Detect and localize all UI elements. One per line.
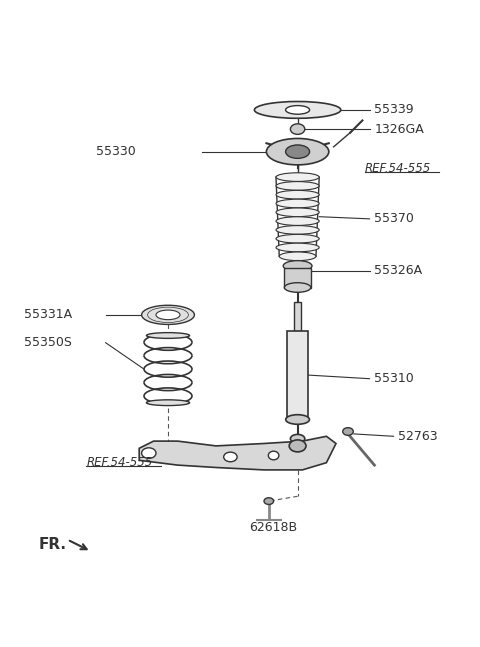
- Ellipse shape: [146, 400, 190, 406]
- Ellipse shape: [224, 452, 237, 462]
- Bar: [284, 269, 311, 287]
- Text: 55339: 55339: [374, 104, 414, 116]
- Ellipse shape: [146, 333, 190, 338]
- Text: 1326GA: 1326GA: [374, 122, 424, 136]
- Ellipse shape: [276, 234, 319, 243]
- Polygon shape: [139, 436, 336, 470]
- Ellipse shape: [286, 415, 310, 424]
- Ellipse shape: [276, 226, 319, 234]
- Text: FR.: FR.: [38, 537, 66, 552]
- Text: 55350S: 55350S: [24, 336, 72, 349]
- Ellipse shape: [276, 217, 319, 225]
- Ellipse shape: [290, 124, 305, 135]
- Ellipse shape: [142, 448, 156, 458]
- Text: 55370: 55370: [374, 212, 414, 225]
- Ellipse shape: [276, 182, 319, 190]
- Text: 52763: 52763: [398, 430, 438, 443]
- Bar: [287, 331, 309, 419]
- Ellipse shape: [254, 102, 341, 118]
- Ellipse shape: [283, 261, 312, 271]
- Ellipse shape: [343, 428, 353, 435]
- Ellipse shape: [279, 252, 316, 261]
- Ellipse shape: [276, 190, 319, 199]
- Ellipse shape: [266, 138, 329, 165]
- Ellipse shape: [290, 434, 305, 443]
- Ellipse shape: [284, 283, 311, 292]
- Ellipse shape: [276, 208, 319, 217]
- Text: REF.54-555: REF.54-555: [86, 456, 153, 469]
- Ellipse shape: [264, 498, 274, 505]
- Text: 55330: 55330: [96, 145, 136, 158]
- Ellipse shape: [289, 440, 306, 452]
- Text: 55310: 55310: [374, 372, 414, 385]
- Ellipse shape: [276, 199, 319, 208]
- Ellipse shape: [286, 145, 310, 159]
- Ellipse shape: [276, 173, 319, 181]
- Ellipse shape: [286, 105, 310, 115]
- Ellipse shape: [276, 243, 319, 252]
- Text: 55331A: 55331A: [24, 309, 72, 322]
- Ellipse shape: [156, 310, 180, 320]
- Ellipse shape: [142, 305, 194, 324]
- Text: 62618B: 62618B: [250, 521, 298, 534]
- Ellipse shape: [268, 451, 279, 460]
- Text: REF.54-555: REF.54-555: [365, 162, 431, 175]
- Text: 55326A: 55326A: [374, 264, 422, 277]
- Bar: [294, 302, 301, 331]
